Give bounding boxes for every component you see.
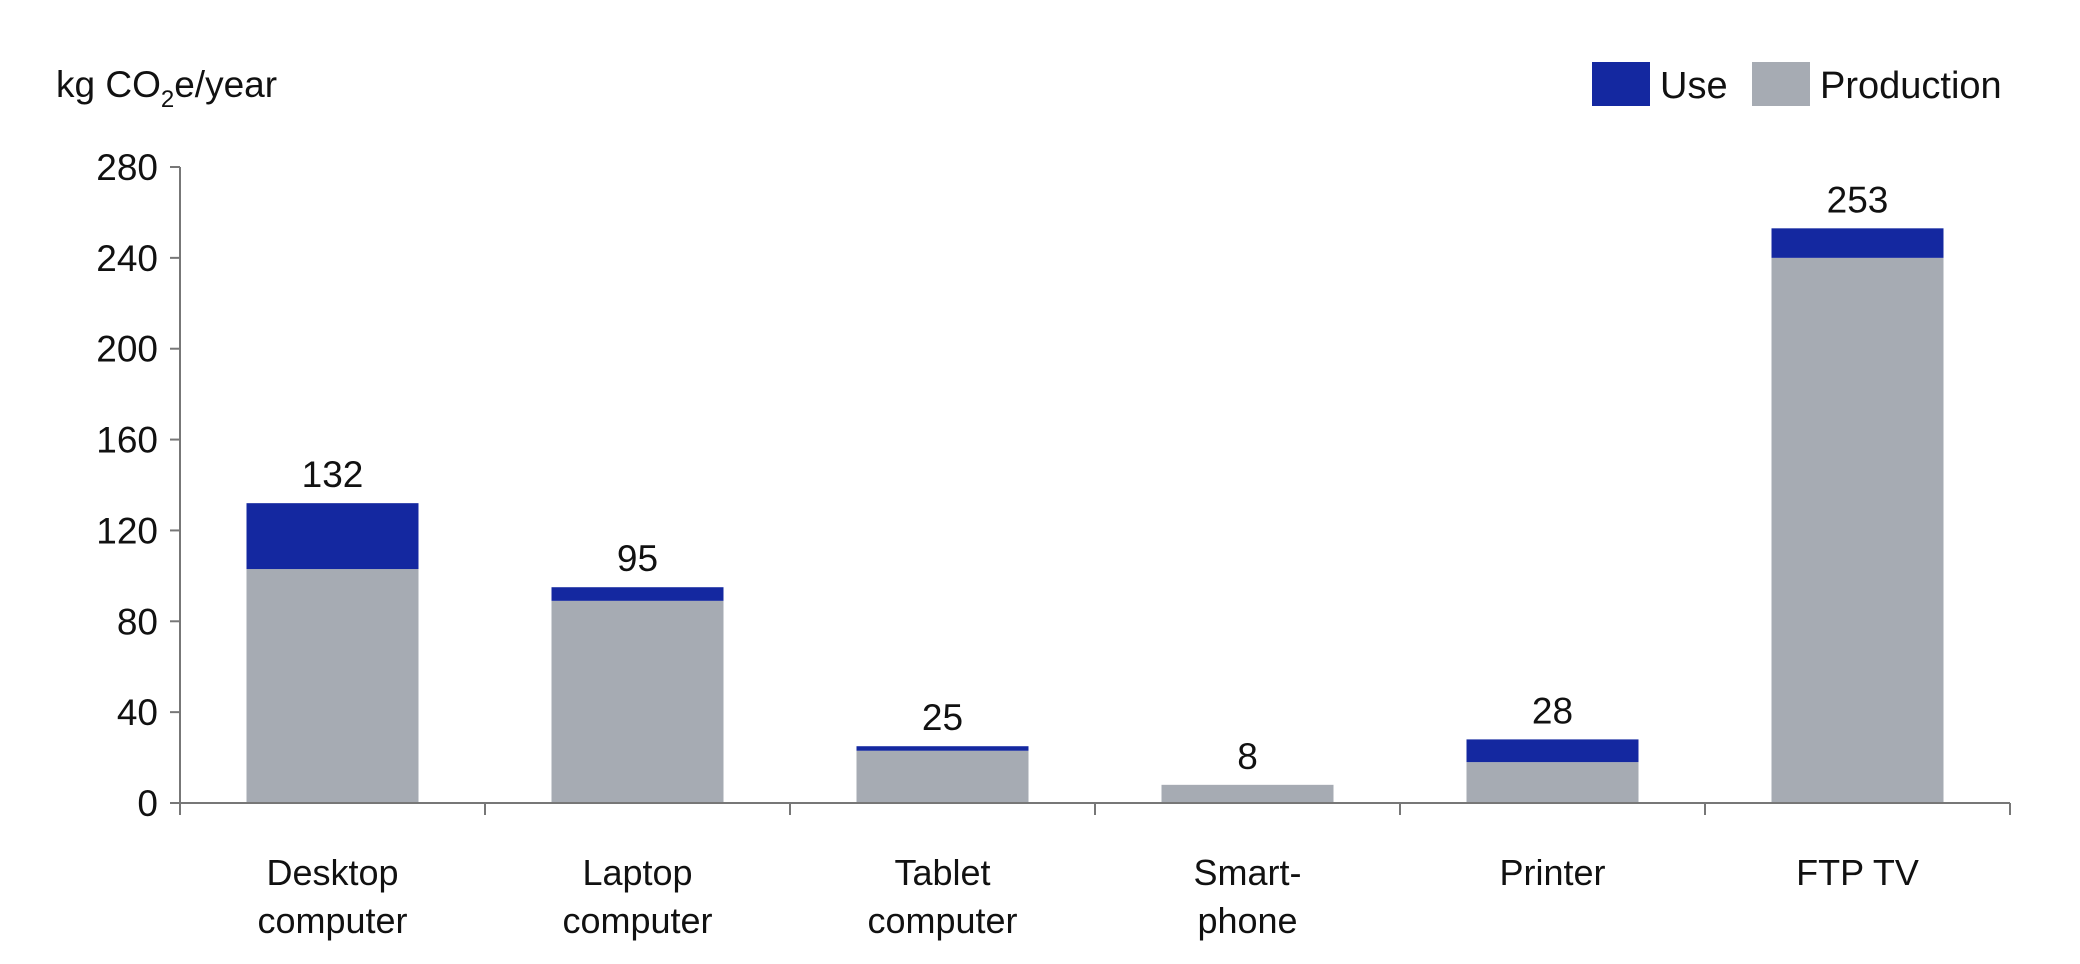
bar-segment-use — [551, 587, 724, 601]
x-category-label: computer — [257, 900, 407, 941]
x-category-label: Laptop — [582, 852, 692, 893]
bar-segment-production — [551, 600, 724, 803]
bar-total-label: 253 — [1827, 179, 1889, 220]
x-category-label: computer — [562, 900, 712, 941]
bar-total-label: 132 — [302, 454, 364, 495]
x-category-label: computer — [867, 900, 1017, 941]
bar-segment-production — [1466, 762, 1639, 803]
legend-label-use: Use — [1660, 65, 1728, 107]
y-axis-label-pre: kg CO — [56, 64, 161, 105]
y-axis-label-sub: 2 — [161, 86, 174, 113]
y-tick-label: 280 — [96, 147, 158, 188]
y-tick-label: 40 — [117, 692, 158, 733]
x-category-label: Smart- — [1194, 852, 1302, 893]
legend-label-production: Production — [1820, 65, 2002, 107]
y-axis: 0 40 80 120 160 200 240 280 — [96, 147, 181, 824]
x-axis: Desktop computer Laptop computer Tablet compu… — [179, 802, 2011, 941]
x-category-label: Tablet — [894, 852, 990, 893]
y-tick-label: 160 — [96, 420, 158, 461]
bar-segment-production — [856, 750, 1029, 803]
x-category-label: phone — [1197, 900, 1297, 941]
y-axis-label: kg CO2e/year — [56, 64, 277, 113]
y-tick-label: 200 — [96, 329, 158, 370]
bar-segment-use — [1771, 228, 1944, 258]
x-category-label: FTP TV — [1796, 852, 1919, 893]
legend: Use Production — [1592, 62, 2002, 107]
bar-segment-use — [246, 503, 419, 570]
bar-total-label: 8 — [1237, 736, 1258, 777]
bar-segment-use — [1466, 739, 1639, 763]
y-tick-label: 0 — [137, 783, 158, 824]
x-category-label: Desktop — [266, 852, 398, 893]
bar-total-label: 25 — [922, 697, 963, 738]
legend-swatch-use — [1592, 62, 1650, 106]
y-tick-label: 240 — [96, 238, 158, 279]
x-category-label: Printer — [1499, 852, 1605, 893]
bar-segment-production — [1771, 257, 1944, 803]
y-tick-label: 120 — [96, 510, 158, 551]
y-axis-label-post: e/year — [174, 64, 277, 105]
bars: 132 95 25 8 28 253 — [246, 179, 1944, 803]
bar-total-label: 28 — [1532, 690, 1573, 731]
bar-segment-use — [856, 746, 1029, 751]
bar-total-label: 95 — [617, 538, 658, 579]
bar-segment-production — [1161, 784, 1334, 803]
bar-segment-production — [246, 569, 419, 803]
legend-swatch-production — [1752, 62, 1810, 106]
y-tick-label: 80 — [117, 601, 158, 642]
